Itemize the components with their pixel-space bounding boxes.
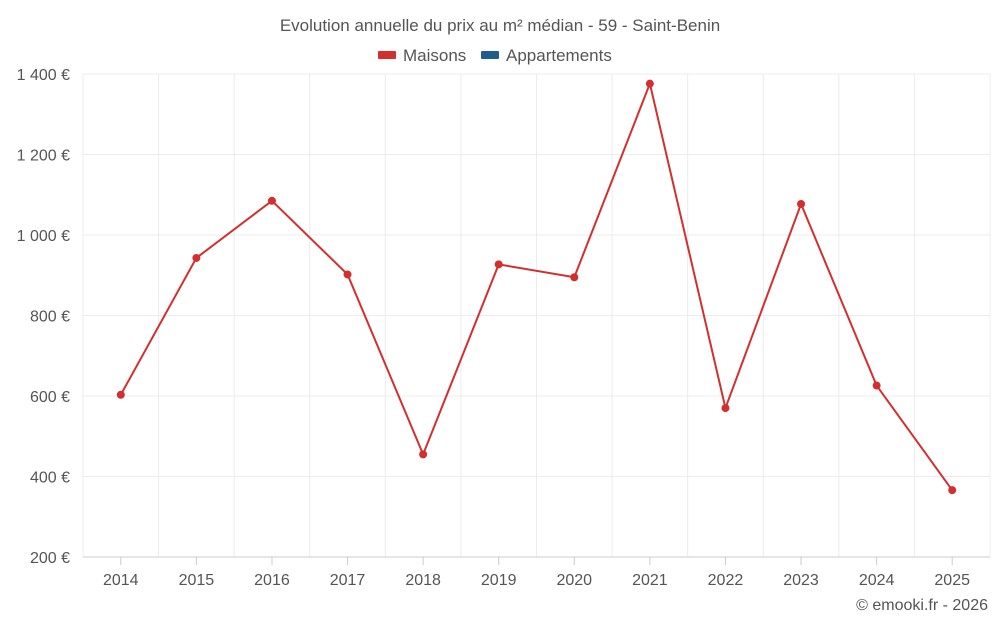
y-tick-label: 600 € (30, 389, 70, 406)
x-tick-label: 2019 (481, 572, 517, 589)
legend-swatch-maisons (378, 51, 396, 59)
x-tick-label: 2014 (103, 572, 139, 589)
x-tick-label: 2021 (632, 572, 668, 589)
data-point[interactable] (116, 390, 125, 399)
legend[interactable]: Maisons Appartements (378, 46, 612, 65)
legend-label-appartements: Appartements (506, 46, 612, 65)
series (116, 79, 957, 495)
y-tick-label: 1 000 € (17, 228, 70, 245)
data-point[interactable] (419, 450, 428, 459)
y-tick-label: 400 € (30, 470, 70, 487)
data-point[interactable] (343, 270, 352, 279)
data-point[interactable] (948, 486, 957, 495)
grid (82, 73, 991, 557)
legend-item-maisons[interactable]: Maisons (378, 46, 466, 65)
y-tick-label: 1 200 € (17, 148, 70, 165)
x-tick-label: 2023 (783, 572, 819, 589)
chart-title: Evolution annuelle du prix au m² médian … (280, 16, 720, 35)
x-tick-label: 2020 (556, 572, 592, 589)
x-tick-label: 2015 (179, 572, 215, 589)
credit-text: © emooki.fr - 2026 (856, 597, 988, 614)
data-point[interactable] (721, 404, 730, 413)
y-tick-label: 1 400 € (17, 67, 70, 84)
x-tick-label: 2017 (330, 572, 366, 589)
x-tick-label: 2022 (708, 572, 744, 589)
legend-label-maisons: Maisons (403, 46, 466, 65)
x-tick-label: 2016 (254, 572, 290, 589)
data-point[interactable] (267, 196, 276, 205)
data-point[interactable] (570, 273, 579, 282)
y-tick-label: 200 € (30, 550, 70, 567)
x-tick-label: 2025 (934, 572, 970, 589)
data-point[interactable] (872, 381, 881, 390)
data-point[interactable] (494, 260, 503, 269)
x-tick-label: 2018 (405, 572, 441, 589)
data-point[interactable] (645, 79, 654, 88)
legend-swatch-appartements (481, 51, 499, 59)
legend-item-appartements[interactable]: Appartements (481, 46, 612, 65)
series-line-maisons (119, 80, 954, 491)
x-axis: 2014 2015 2016 2017 2018 2019 2020 2021 2022 2023… (83, 556, 990, 589)
y-axis: 200 € 400 € 600 € 800 € 1 000 € 1 200 € 1 400 … (17, 67, 70, 567)
y-tick-label: 800 € (30, 309, 70, 326)
x-tick-label: 2024 (859, 572, 895, 589)
data-point[interactable] (192, 253, 201, 262)
data-point[interactable] (797, 200, 806, 209)
